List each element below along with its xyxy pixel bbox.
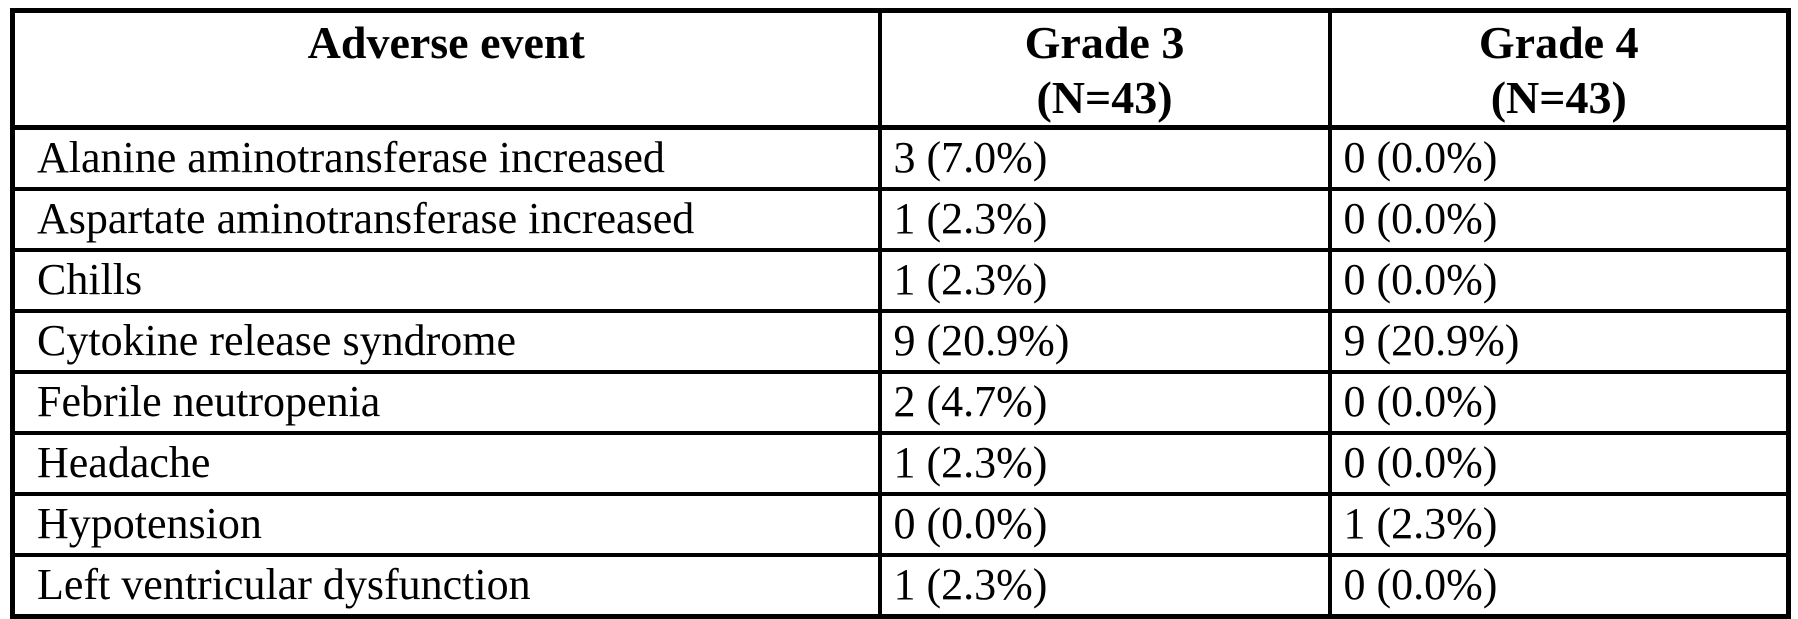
table-row: Headache 1 (2.3%) 0 (0.0%) [10,431,1791,497]
table-row: Left ventricular dysfunction 1 (2.3%) 0 (0… [10,553,1791,619]
adverse-event-cell: Chills [10,248,882,314]
grade3-cell: 1 (2.3%) [877,248,1332,314]
grade4-cell: 0 (0.0%) [1327,187,1791,253]
grade3-cell: 1 (2.3%) [877,553,1332,619]
grade4-cell: 0 (0.0%) [1327,125,1791,192]
table-header: Adverse event Grade 3 (N=43) Grade 4 (N=… [10,8,1791,131]
grade4-cell: 0 (0.0%) [1327,431,1791,497]
table-row: Hypotension 0 (0.0%) 1 (2.3%) [10,492,1791,558]
grade3-cell: 2 (4.7%) [877,370,1332,436]
grade3-cell: 9 (20.9%) [877,309,1332,375]
adverse-event-cell: Cytokine release syndrome [10,309,882,375]
header-grade4-n: (N=43) [1490,72,1627,124]
table-row: Febrile neutropenia 2 (4.7%) 0 (0.0%) [10,370,1791,436]
grade4-cell: 1 (2.3%) [1327,492,1791,558]
table-row: Cytokine release syndrome 9 (20.9%) 9 (20.… [10,309,1791,375]
header-adverse-event: Adverse event [10,8,882,131]
adverse-event-cell: Alanine aminotransferase increased [10,125,882,192]
adverse-event-cell: Aspartate aminotransferase increased [10,187,882,253]
grade3-cell: 1 (2.3%) [877,431,1332,497]
grade3-cell: 1 (2.3%) [877,187,1332,253]
table-row: Aspartate aminotransferase increased 1 (2… [10,187,1791,253]
grade4-cell: 9 (20.9%) [1327,309,1791,375]
table-row: Alanine aminotransferase increased 3 (7.0… [10,125,1791,192]
header-grade3-label: Grade 3 [1024,17,1185,68]
adverse-event-cell: Febrile neutropenia [10,370,882,436]
header-row: Adverse event Grade 3 (N=43) Grade 4 (N=… [10,8,1791,131]
header-adverse-event-label: Adverse event [307,17,585,68]
grade4-cell: 0 (0.0%) [1327,553,1791,619]
header-grade4-label: Grade 4 [1478,17,1639,68]
header-grade3-n: (N=43) [1036,72,1173,124]
adverse-event-cell: Left ventricular dysfunction [10,553,882,619]
grade3-cell: 3 (7.0%) [877,125,1332,192]
adverse-events-table: Adverse event Grade 3 (N=43) Grade 4 (N=… [10,8,1791,619]
header-grade4: Grade 4 (N=43) [1327,8,1791,131]
adverse-event-cell: Hypotension [10,492,882,558]
grade4-cell: 0 (0.0%) [1327,248,1791,314]
table-row: Chills 1 (2.3%) 0 (0.0%) [10,248,1791,314]
grade4-cell: 0 (0.0%) [1327,370,1791,436]
adverse-event-cell: Headache [10,431,882,497]
grade3-cell: 0 (0.0%) [877,492,1332,558]
header-grade3: Grade 3 (N=43) [877,8,1332,131]
table-body: Alanine aminotransferase increased 3 (7.0… [10,125,1791,619]
